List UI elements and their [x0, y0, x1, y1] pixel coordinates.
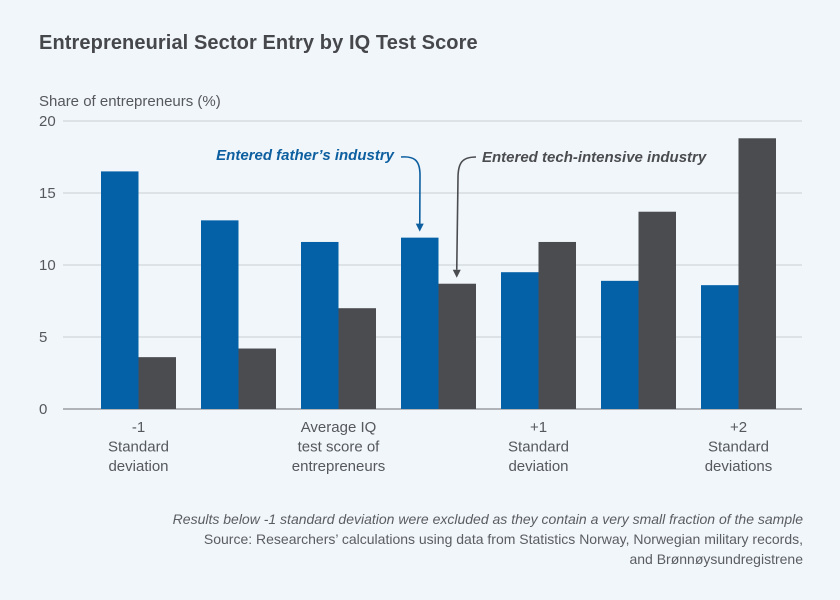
y-tick-label: 20 — [39, 113, 56, 130]
x-category-label: entrepreneurs — [292, 458, 385, 475]
x-category-label: +2 — [730, 419, 747, 436]
x-category-label: deviations — [705, 458, 773, 475]
source-line-1: Source: Researchers’ calculations using … — [203, 531, 803, 547]
bar-tech-intensive — [238, 348, 276, 409]
bar-tech-intensive — [738, 138, 776, 409]
y-tick-label: 10 — [39, 257, 56, 274]
y-tick-labels: 0 5 10 15 20 — [39, 113, 56, 418]
x-category-label: Standard — [708, 439, 769, 456]
bar-fathers-industry — [401, 237, 439, 409]
arrowhead-icon — [452, 269, 461, 278]
bar-fathers-industry — [101, 171, 139, 409]
arrowhead-icon — [415, 223, 424, 232]
y-tick-label: 15 — [39, 185, 56, 202]
x-category-label: -1 — [132, 419, 145, 436]
source-line-2: and Brønnøysundregistrene — [629, 551, 803, 567]
bar-tech-intensive — [438, 283, 476, 409]
bar-fathers-industry — [701, 285, 739, 409]
bars — [101, 138, 776, 409]
y-tick-label: 0 — [39, 401, 47, 418]
annotation-fathers-industry: Entered father’s industry — [216, 147, 394, 164]
bar-tech-intensive — [138, 357, 176, 409]
bar-tech-intensive — [338, 308, 376, 409]
x-category-label: +1 — [530, 419, 547, 436]
bar-fathers-industry — [601, 280, 639, 409]
x-category-label: Standard — [508, 439, 569, 456]
x-category-label: deviation — [108, 458, 168, 475]
x-category-label: test score of — [298, 439, 381, 456]
annotations: Entered father’s industry Entered tech-in… — [216, 147, 707, 278]
bar-fathers-industry — [201, 220, 239, 409]
bar-tech-intensive — [638, 211, 676, 409]
chart-title: Entrepreneurial Sector Entry by IQ Test … — [39, 32, 478, 54]
annotation-tech-intensive: Entered tech-intensive industry — [482, 149, 707, 166]
bar-tech-intensive — [538, 241, 576, 409]
x-category-label: Average IQ — [301, 419, 377, 436]
annotation-arrow-fathers — [400, 156, 421, 228]
x-category-labels: -1 Standard deviation Average IQ test score … — [108, 419, 772, 475]
bar-fathers-industry — [301, 241, 339, 409]
exclusion-note: Results below -1 standard deviation were… — [172, 511, 803, 527]
x-category-label: Standard — [108, 439, 169, 456]
annotation-arrow-tech — [455, 156, 477, 270]
x-category-label: deviation — [508, 458, 568, 475]
y-tick-label: 5 — [39, 329, 47, 346]
bar-fathers-industry — [501, 272, 539, 409]
y-axis-label: Share of entrepreneurs (%) — [39, 93, 221, 110]
chart-notes: Results below -1 standard deviation were… — [173, 509, 803, 569]
